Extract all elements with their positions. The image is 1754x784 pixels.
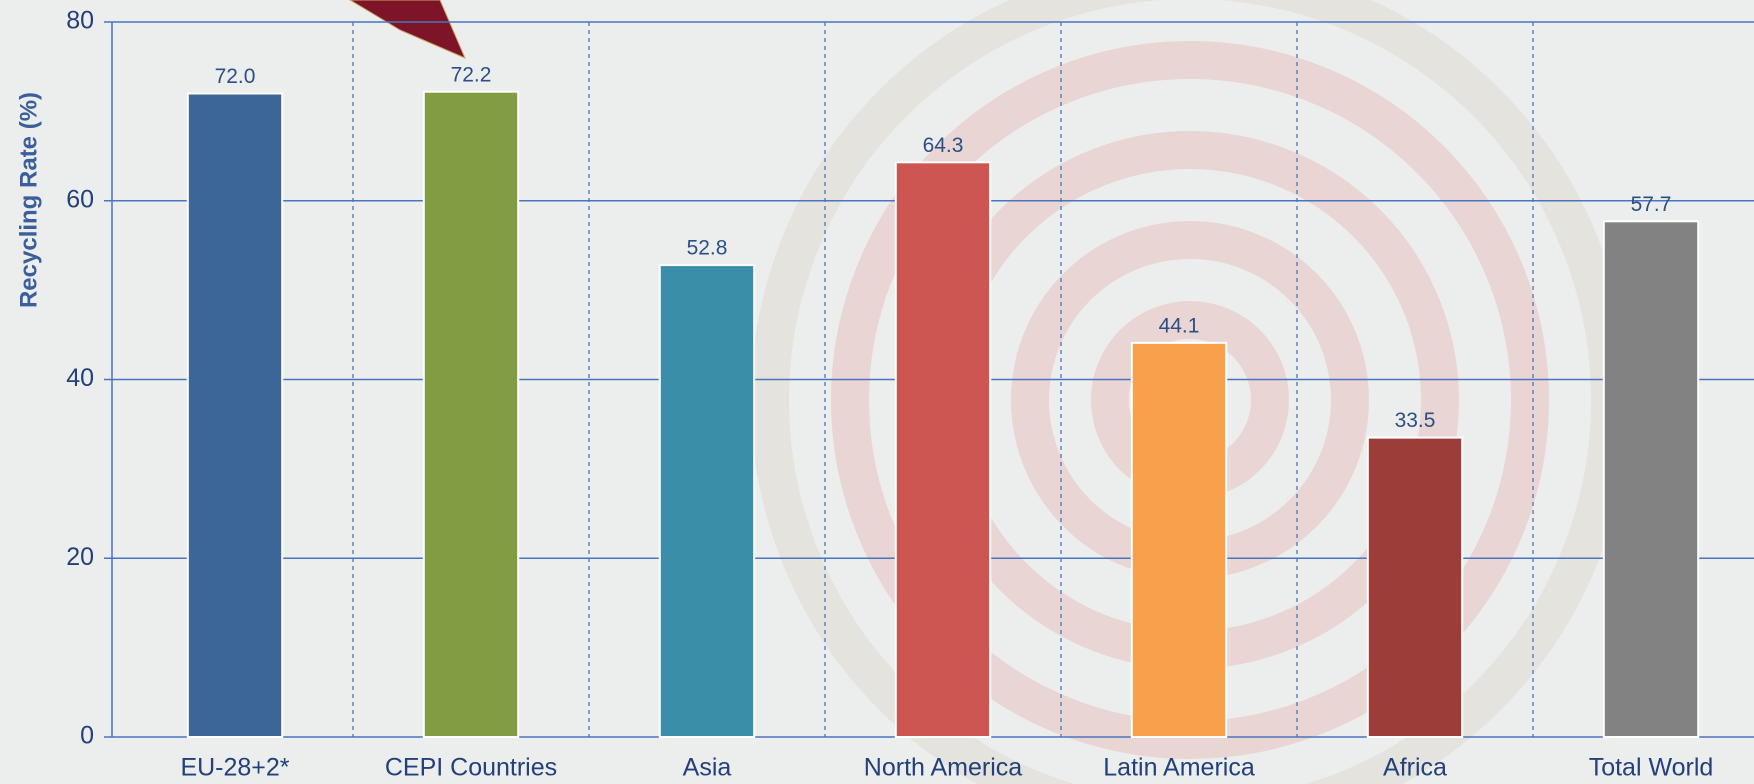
- value-label: 33.5: [1395, 409, 1436, 432]
- x-tick-label: Total World: [1589, 754, 1714, 782]
- chart: Recycling Rate (%) 0 20 40 60 80 72.0 EU-28+2*…: [0, 0, 1754, 784]
- x-tick-label: Africa: [1383, 754, 1447, 782]
- y-tick-label: 80: [66, 7, 94, 35]
- bar: [1368, 438, 1462, 737]
- x-tick-label: Latin America: [1103, 754, 1255, 782]
- x-tick-label: North America: [864, 754, 1022, 782]
- y-tick-label: 0: [80, 722, 94, 750]
- y-axis-title: Recycling Rate (%): [15, 92, 42, 308]
- bar: [1604, 221, 1698, 737]
- value-label: 52.8: [687, 237, 728, 260]
- bar: [424, 92, 518, 737]
- value-label: 57.7: [1631, 193, 1672, 216]
- bar: [660, 265, 754, 737]
- y-tick-label: 40: [66, 364, 94, 392]
- y-tick-label: 60: [66, 185, 94, 213]
- page: Recycling Rate (%) 0 20 40 60 80 72.0 EU-28+2*…: [0, 0, 1754, 784]
- bar: [1132, 343, 1226, 737]
- bar: [188, 94, 282, 738]
- x-tick-label: CEPI Countries: [385, 754, 557, 782]
- bar: [896, 162, 990, 737]
- value-label: 72.2: [451, 63, 492, 86]
- value-label: 64.3: [923, 134, 964, 157]
- x-tick-label: EU-28+2*: [180, 754, 289, 782]
- x-tick-label: Asia: [683, 754, 732, 782]
- value-label: 72.0: [215, 65, 256, 88]
- y-tick-label: 20: [66, 543, 94, 571]
- value-label: 44.1: [1159, 314, 1200, 337]
